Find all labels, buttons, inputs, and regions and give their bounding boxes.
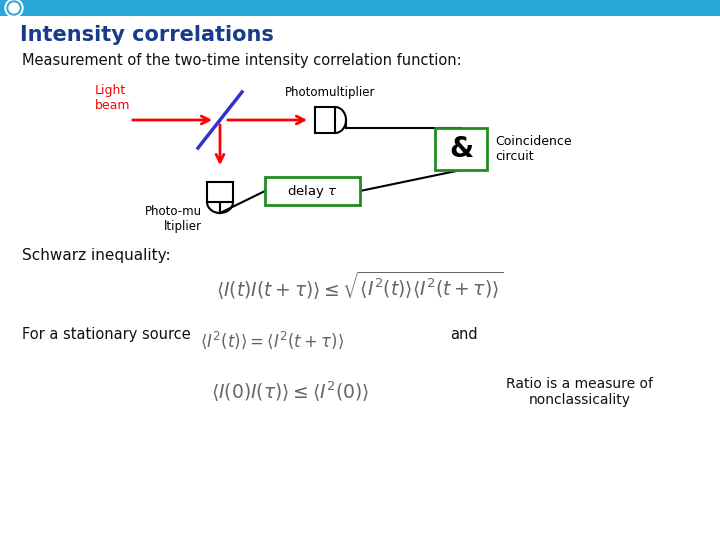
- Text: &: &: [449, 135, 473, 163]
- Bar: [0, 0, 720, 16]
- Bar: [315, 107, 335, 133]
- Text: For a stationary source: For a stationary source: [22, 327, 191, 342]
- Circle shape: [7, 1, 21, 15]
- Circle shape: [9, 3, 19, 13]
- Text: $\langle I^2(t)\rangle = \langle I^2(t+\tau)\rangle$: $\langle I^2(t)\rangle = \langle I^2(t+\…: [200, 330, 344, 352]
- Text: Coincidence
circuit: Coincidence circuit: [495, 135, 572, 163]
- Text: and: and: [450, 327, 477, 342]
- Bar: [207, 182, 233, 202]
- Text: Schwarz inequality:: Schwarz inequality:: [22, 248, 171, 263]
- Text: Photomultiplier: Photomultiplier: [284, 86, 375, 99]
- Text: Ratio is a measure of
nonclassicality: Ratio is a measure of nonclassicality: [506, 377, 654, 407]
- Text: Light
beam: Light beam: [95, 84, 130, 112]
- Circle shape: [5, 0, 23, 17]
- Text: delay $\tau$: delay $\tau$: [287, 183, 338, 199]
- Bar: [265, 177, 360, 205]
- Text: Intensity correlations: Intensity correlations: [20, 25, 274, 45]
- Text: Measurement of the two-time intensity correlation function:: Measurement of the two-time intensity co…: [22, 52, 462, 68]
- Text: $\langle I(t)I(t+\tau)\rangle \leq \sqrt{\langle I^2(t)\rangle\langle I^2(t+\tau: $\langle I(t)I(t+\tau)\rangle \leq \sqrt…: [217, 269, 503, 301]
- Text: Photo-mu
ltiplier: Photo-mu ltiplier: [145, 205, 202, 233]
- Text: $\langle I(0)I(\tau)\rangle \leq \langle I^2(0)\rangle$: $\langle I(0)I(\tau)\rangle \leq \langle…: [211, 380, 369, 404]
- Bar: [435, 128, 487, 170]
